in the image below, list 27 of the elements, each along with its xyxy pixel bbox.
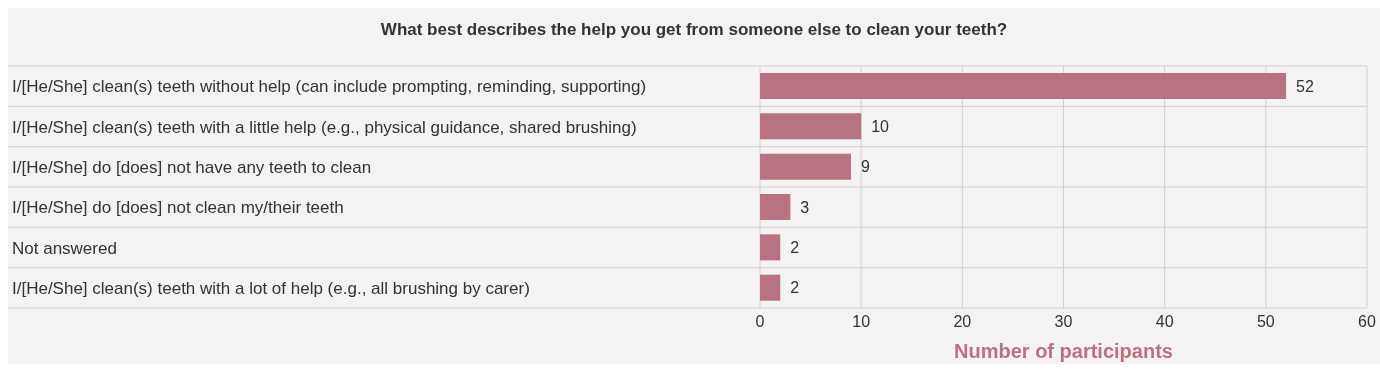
bar	[760, 153, 852, 180]
data-label: 2	[790, 279, 800, 297]
y-tick-label: I/[He/She] do [does] not clean my/their teeth	[12, 198, 344, 218]
data-label: 9	[861, 158, 871, 176]
y-tick-label: I/[He/She] clean(s) teeth with a lot of help (e.g., all brushing by carer)	[12, 278, 530, 298]
x-tick-label: 30	[1054, 313, 1073, 331]
data-label: 52	[1296, 77, 1314, 95]
x-tick-label: 0	[755, 313, 765, 331]
y-tick-label: I/[He/She] do [does] not have any teeth to clean	[12, 157, 372, 177]
bar	[760, 234, 781, 261]
data-label: 2	[790, 239, 800, 257]
y-tick-label: I/[He/She] clean(s) teeth with a little help (e.g., physical guidance, shared brushing)	[12, 117, 637, 137]
x-tick-label: 60	[1358, 313, 1376, 331]
chart-title: What best describes the help you get from someone else to clean your teeth?	[379, 19, 1009, 41]
bar	[760, 73, 1287, 99]
data-label: 10	[871, 118, 890, 136]
x-tick-label: 10	[852, 313, 871, 331]
bar	[760, 194, 791, 220]
x-axis-title: Number of participants	[954, 340, 1173, 362]
x-tick-label: 50	[1256, 313, 1275, 331]
y-tick-label: I/[He/She] clean(s) teeth without help (can include prompting, reminding, supporting)	[12, 77, 647, 97]
data-label: 3	[800, 198, 810, 216]
bar	[760, 274, 781, 301]
y-tick-label: Not answered	[12, 238, 117, 258]
x-tick-label: 40	[1155, 313, 1174, 331]
bar	[760, 113, 862, 140]
x-tick-label: 20	[953, 313, 972, 331]
